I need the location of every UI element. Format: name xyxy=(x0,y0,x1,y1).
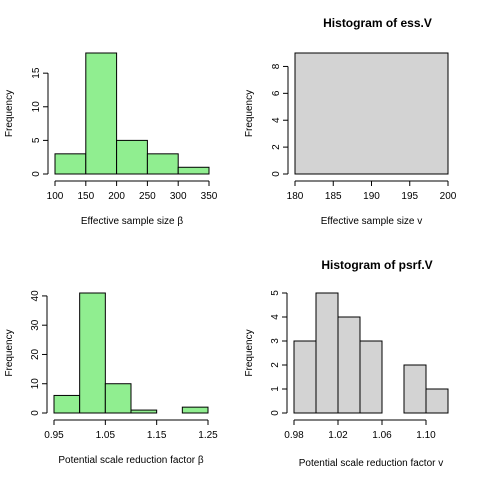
y-tick-label: 0 xyxy=(30,410,41,416)
x-tick-label: 150 xyxy=(77,191,94,202)
x-tick-label: 350 xyxy=(201,191,218,202)
chart-title: Histogram of psrf.V xyxy=(321,258,432,272)
y-tick-label: 3 xyxy=(270,338,281,344)
y-tick-label: 0 xyxy=(31,171,42,177)
histogram-bar xyxy=(146,153,179,175)
y-tick-label: 10 xyxy=(30,378,41,390)
y-tick-label: 2 xyxy=(270,362,281,368)
x-tick-label: 100 xyxy=(47,191,64,202)
histogram-bar xyxy=(177,166,210,175)
x-tick-label: 1.25 xyxy=(198,430,218,441)
histogram-bar xyxy=(359,340,383,414)
y-tick-label: 5 xyxy=(31,137,42,143)
histogram-panel-1: 100 150 200 250 300 350 0 5 10 15 Effective sample… xyxy=(4,52,218,227)
y-tick-label: 20 xyxy=(30,348,41,360)
y-tick-label: 8 xyxy=(271,63,282,69)
y-tick-label: 0 xyxy=(270,410,281,416)
y-tick-label: 5 xyxy=(270,290,281,296)
histogram-bar xyxy=(425,388,449,414)
y-tick-label: 2 xyxy=(271,144,282,150)
y-axis-label: Frequency xyxy=(244,90,255,137)
x-tick-label: 200 xyxy=(440,191,457,202)
histogram-panel-4: 0.98 1.02 1.06 1.10 0 1 2 3 4 5 Potential scale re… xyxy=(244,258,449,469)
histogram-bar xyxy=(116,139,148,175)
x-tick-label: 300 xyxy=(170,191,187,202)
x-axis-label: Potential scale reduction factor β xyxy=(58,455,204,466)
x-tick-label: 185 xyxy=(325,191,342,202)
y-tick-label: 30 xyxy=(30,319,41,331)
x-tick-label: 1.02 xyxy=(328,430,348,441)
histogram-bar xyxy=(54,153,87,175)
y-tick-label: 4 xyxy=(271,117,282,123)
x-tick-label: 0.95 xyxy=(44,430,64,441)
y-tick-label: 15 xyxy=(31,67,42,79)
chart-title: Histogram of ess.V xyxy=(323,16,432,30)
x-tick-label: 180 xyxy=(287,191,304,202)
y-tick-label: 6 xyxy=(271,90,282,96)
histogram-bar xyxy=(79,292,106,414)
x-tick-label: 1.10 xyxy=(416,430,436,441)
histogram-bar xyxy=(53,394,81,414)
y-tick-label: 40 xyxy=(30,290,41,302)
y-axis-label: Frequency xyxy=(4,329,15,376)
histogram-bar xyxy=(315,292,339,414)
x-tick-label: 200 xyxy=(108,191,125,202)
histogram-bar xyxy=(104,383,132,414)
x-tick-label: 1.15 xyxy=(147,430,167,441)
y-axis-label: Frequency xyxy=(244,329,255,376)
y-tick-label: 4 xyxy=(270,314,281,320)
x-axis-label: Potential scale reduction factor v xyxy=(299,458,444,469)
x-axis-label: Effective sample size v xyxy=(321,216,423,227)
histogram-bar xyxy=(403,364,427,414)
y-axis-label: Frequency xyxy=(4,90,15,137)
histogram-panel-3: 0.95 1.05 1.15 1.25 0 10 20 30 40 Potential scale… xyxy=(4,290,218,466)
histogram-bar xyxy=(181,406,209,414)
y-tick-label: 0 xyxy=(271,171,282,177)
y-tick-label: 1 xyxy=(270,386,281,392)
histogram-bar xyxy=(293,340,317,414)
x-tick-label: 190 xyxy=(363,191,380,202)
histogram-bar xyxy=(130,409,158,414)
histogram-panel-2: 180 185 190 195 200 0 2 4 6 8 Effective sample siz… xyxy=(244,16,457,227)
x-tick-label: 0.98 xyxy=(284,430,304,441)
x-axis-label: Effective sample size β xyxy=(81,216,184,227)
x-tick-label: 250 xyxy=(139,191,156,202)
x-tick-label: 1.06 xyxy=(372,430,392,441)
x-tick-label: 1.05 xyxy=(96,430,116,441)
histogram-bar xyxy=(337,316,361,414)
histogram-bar xyxy=(294,52,449,175)
histogram-bar xyxy=(85,52,118,175)
y-tick-label: 10 xyxy=(31,101,42,113)
x-tick-label: 195 xyxy=(401,191,418,202)
